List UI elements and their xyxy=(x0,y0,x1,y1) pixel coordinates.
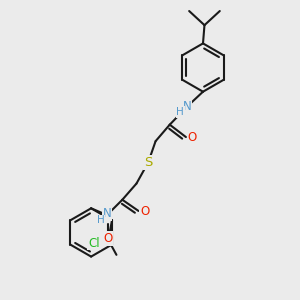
Text: O: O xyxy=(140,205,150,218)
Text: Cl: Cl xyxy=(88,236,100,250)
Text: O: O xyxy=(188,131,197,144)
Text: H: H xyxy=(97,215,104,225)
Text: S: S xyxy=(144,156,152,169)
Text: O: O xyxy=(103,232,112,245)
Text: H: H xyxy=(176,107,184,117)
Text: N: N xyxy=(182,100,191,112)
Text: N: N xyxy=(103,207,111,220)
